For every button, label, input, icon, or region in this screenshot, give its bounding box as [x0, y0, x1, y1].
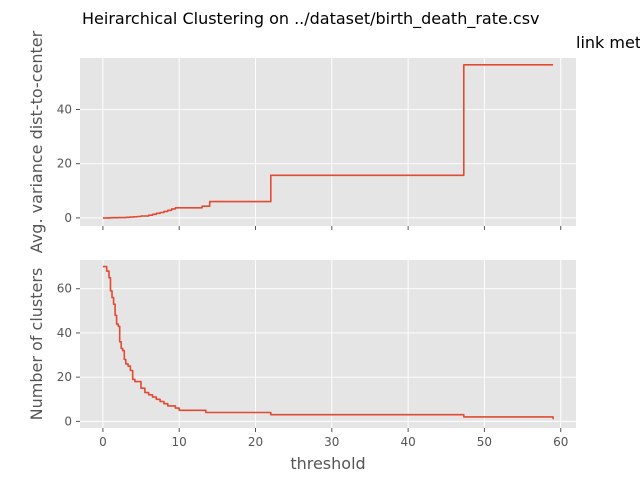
figure-subtitle: link met — [576, 33, 640, 52]
clusters-panel: 0 10 20 30 40 50 60 0 20 40 60 Number of clusters th… — [27, 260, 576, 473]
y-tick-label: 60 — [57, 282, 72, 296]
x-tick-label: 30 — [324, 435, 339, 449]
y-tick-label: 0 — [64, 414, 72, 428]
x-tick-label: 40 — [400, 435, 415, 449]
clusters-series-line — [102, 265, 554, 420]
x-tick-label: 50 — [477, 435, 492, 449]
variance-series-line — [102, 64, 554, 219]
plot-area — [80, 58, 576, 226]
x-axis-label: threshold — [290, 454, 365, 473]
y-tick-label: 20 — [57, 157, 72, 171]
x-tick-label: 60 — [553, 435, 568, 449]
x-tick-label: 0 — [99, 435, 107, 449]
x-tick-label: 20 — [248, 435, 263, 449]
figure-title: Heirarchical Clustering on ../dataset/bi… — [82, 9, 540, 29]
y-tick-label: 0 — [64, 211, 72, 225]
y-axis-label: Avg. variance dist-to-center — [27, 30, 46, 253]
plot-area — [80, 260, 576, 428]
x-tick-label: 10 — [172, 435, 187, 449]
variance-panel: 0 20 40 Avg. variance dist-to-center — [27, 30, 576, 253]
y-tick-label: 40 — [57, 326, 72, 340]
y-tick-label: 40 — [57, 102, 72, 116]
y-tick-label: 20 — [57, 370, 72, 384]
y-axis-label: Number of clusters — [27, 268, 46, 421]
